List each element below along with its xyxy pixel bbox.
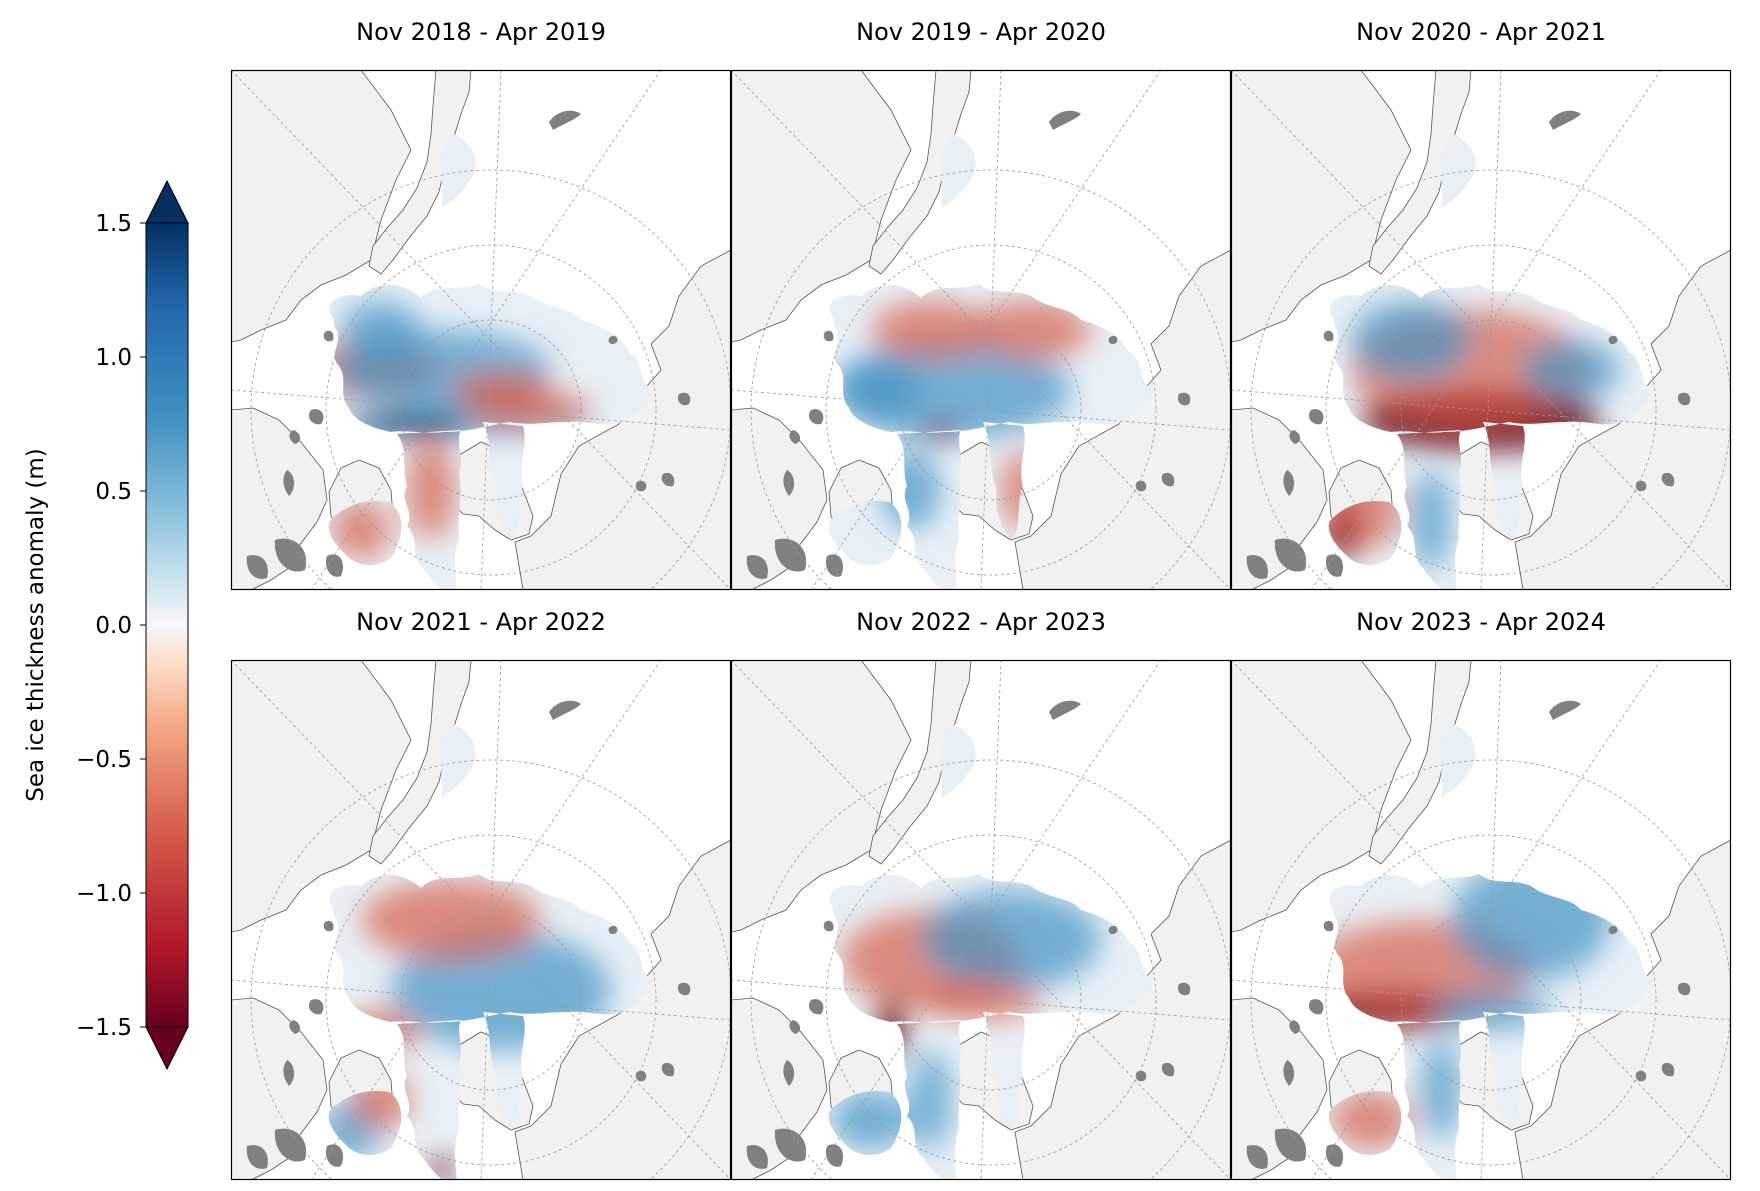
colorbar-label: Sea ice thickness anomaly (m): [23, 448, 49, 802]
colorbar-tick-label: 0.0: [95, 613, 132, 639]
colorbar: 1.5 1.0 0.5 0.0 −0.5 −1.0 −1.5 Sea ice thickne…: [23, 179, 189, 1071]
colorbar-tick-label: −1.0: [76, 881, 132, 907]
map-panel: Nov 2021 - Apr 2022: [230, 608, 732, 1181]
colorbar-extend-max: [145, 179, 189, 224]
map-panel: Nov 2023 - Apr 2024: [1230, 608, 1732, 1181]
map-panel: Nov 2018 - Apr 2019: [230, 18, 732, 591]
panel-frame: [1230, 69, 1732, 591]
colorbar-tick-label: 0.5: [95, 479, 132, 505]
panels-grid: Nov 2018 - Apr 2019 Nov 2019 - Apr 2020 No…: [230, 18, 1732, 1181]
panel-title: Nov 2022 - Apr 2023: [856, 608, 1106, 636]
map-panel: Nov 2022 - Apr 2023: [730, 608, 1232, 1181]
panel-frame: [230, 69, 732, 591]
map-panel: Nov 2020 - Apr 2021: [1230, 18, 1732, 591]
panel-title: Nov 2023 - Apr 2024: [1356, 608, 1606, 636]
panel-title: Nov 2021 - Apr 2022: [356, 608, 606, 636]
panel-frame: [230, 659, 732, 1181]
map-panel: Nov 2019 - Apr 2020: [730, 18, 1232, 591]
panel-frame: [730, 69, 1232, 591]
panel-title: Nov 2019 - Apr 2020: [856, 18, 1106, 46]
colorbar-tick-label: 1.0: [95, 345, 132, 371]
colorbar-gradient: [145, 222, 189, 1028]
colorbar-tick-label: 1.5: [95, 211, 132, 237]
panel-frame: [1230, 659, 1732, 1181]
panel-frame: [730, 659, 1232, 1181]
colorbar-tick-label: −0.5: [76, 747, 132, 773]
panel-title: Nov 2018 - Apr 2019: [356, 18, 606, 46]
colorbar-tick-label: −1.5: [76, 1015, 132, 1041]
colorbar-extend-min: [145, 1026, 189, 1071]
panel-title: Nov 2020 - Apr 2021: [1356, 18, 1606, 46]
